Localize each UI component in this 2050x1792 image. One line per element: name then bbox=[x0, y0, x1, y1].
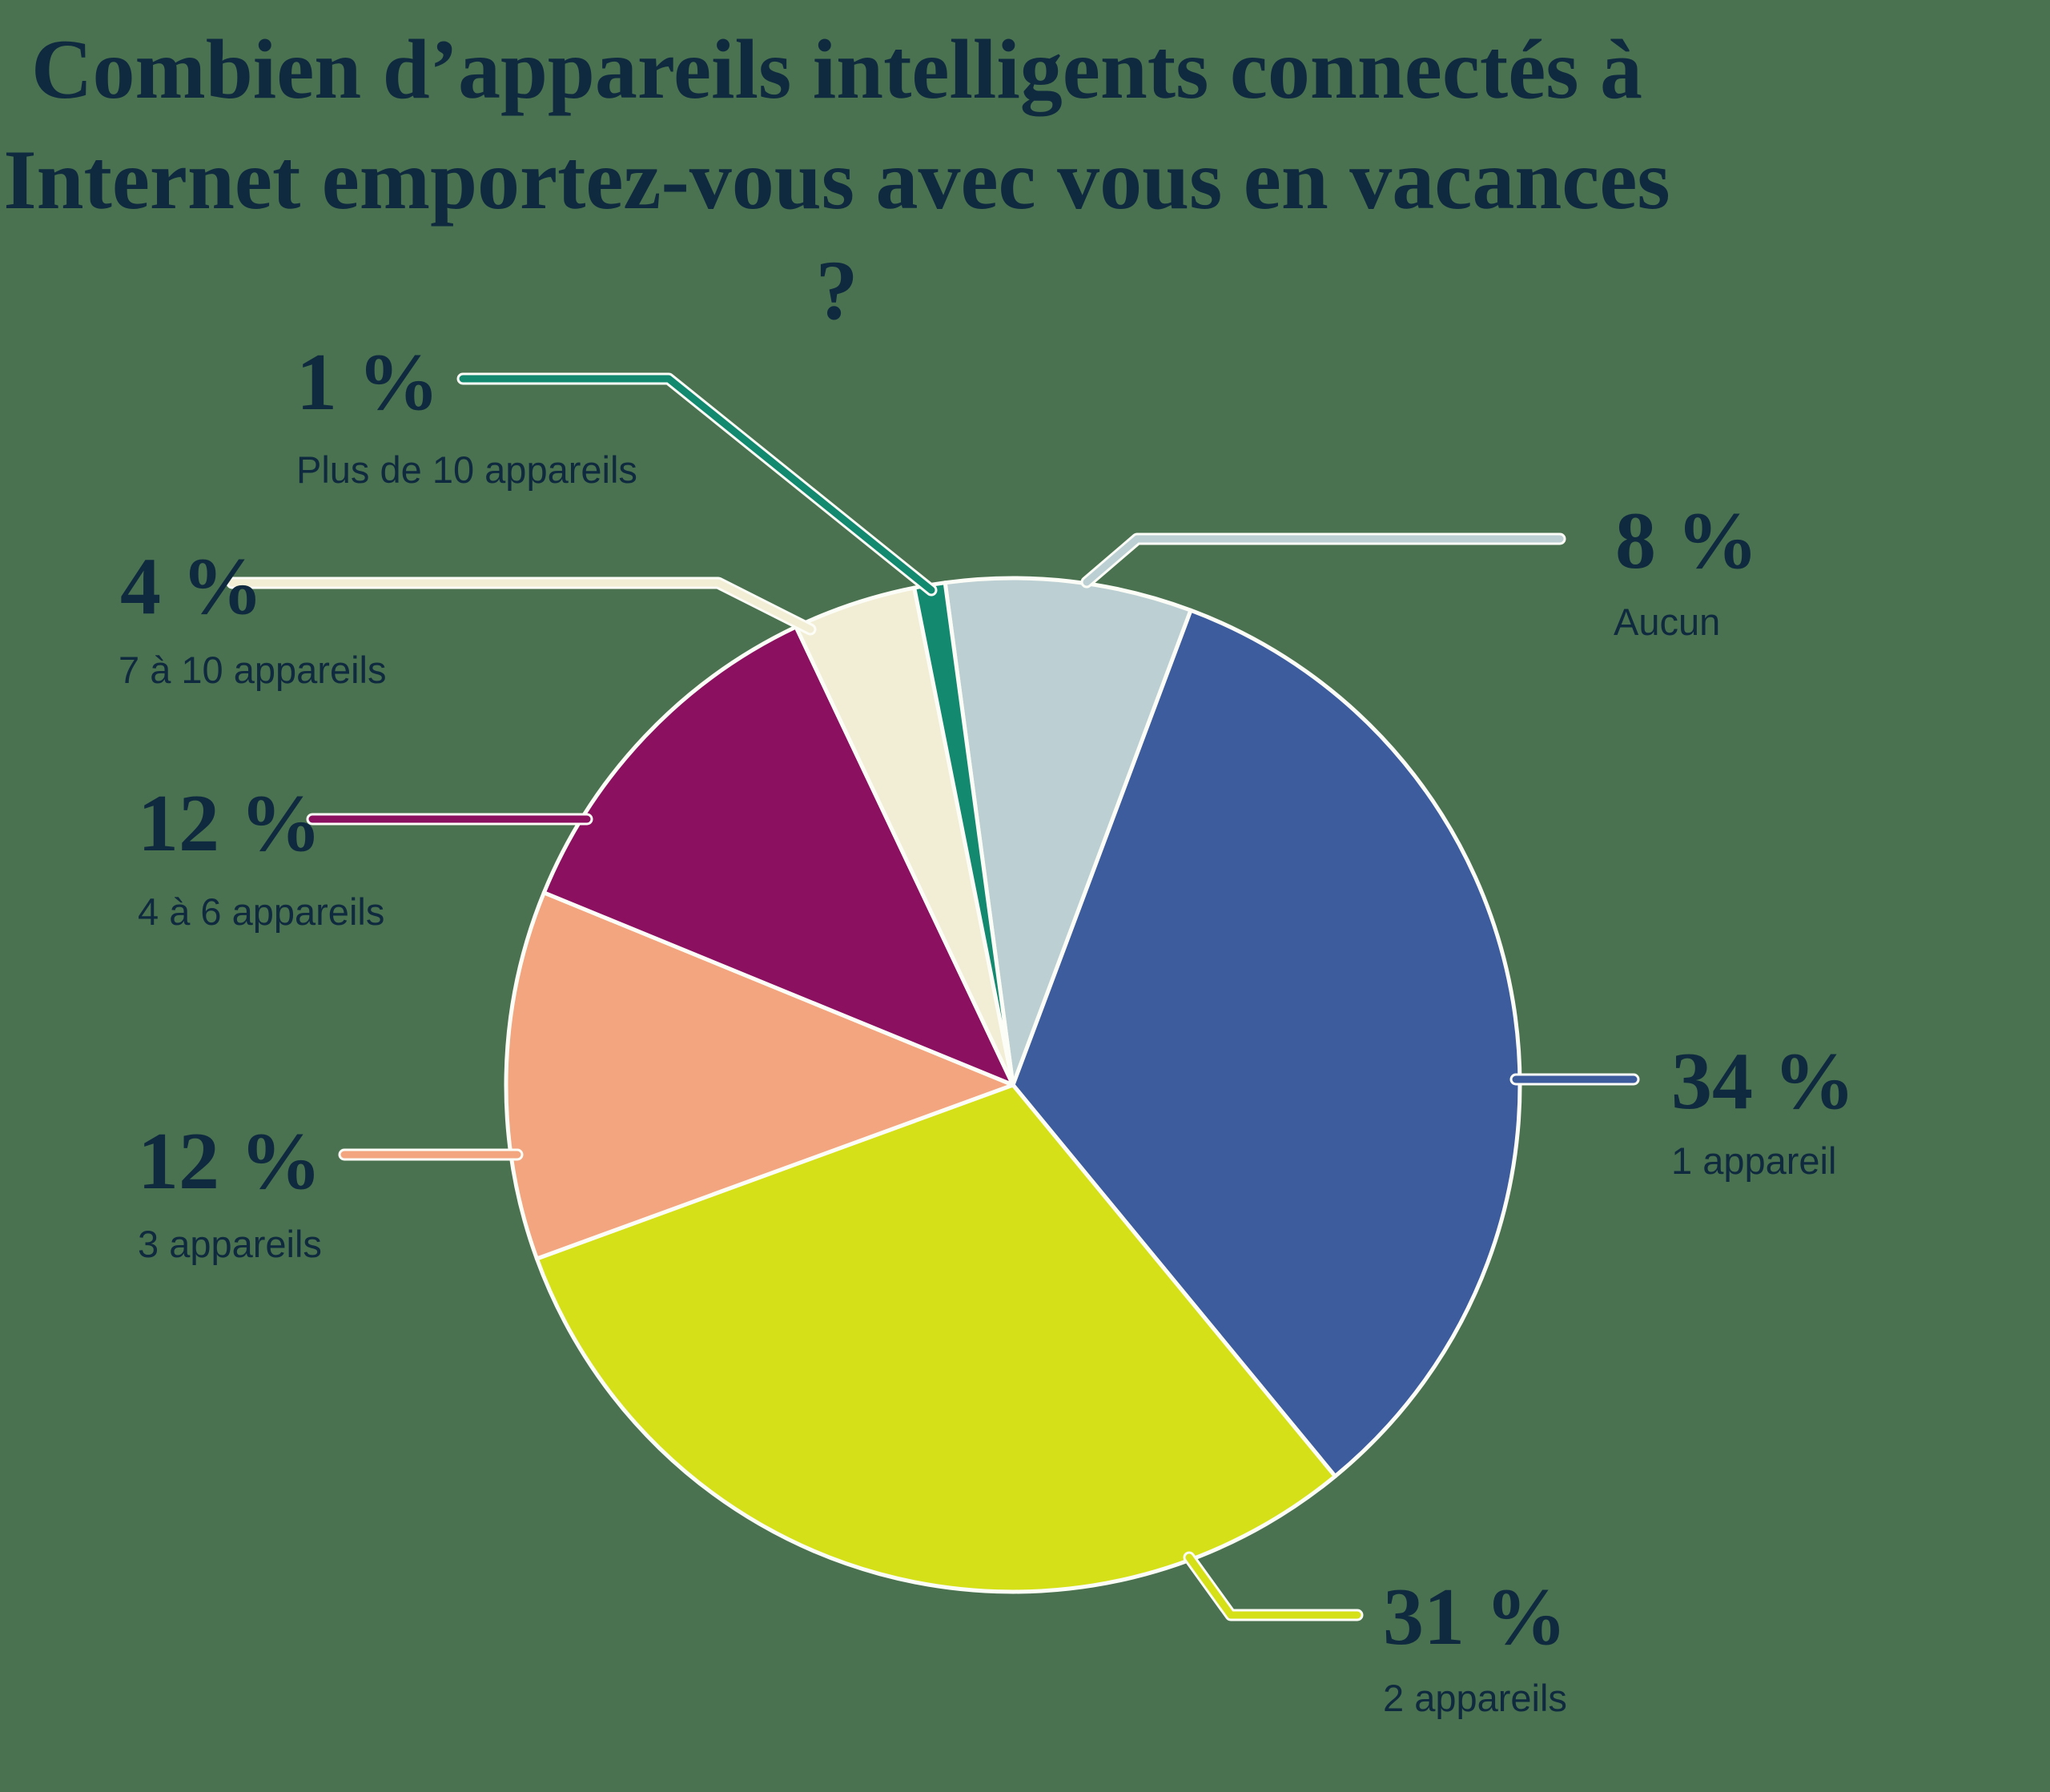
category-label-aucun: Aucun bbox=[1614, 601, 1720, 643]
value-label-aucun: 8 % bbox=[1615, 496, 1759, 586]
callout-labels: 8 % Aucun 34 % 1 appareil 31 % 2 apparei… bbox=[119, 337, 1855, 1719]
pie-slices bbox=[504, 576, 1522, 1594]
leader-line-2-appareils bbox=[1185, 1553, 1361, 1619]
category-label-2-appareils: 2 appareils bbox=[1383, 1677, 1567, 1719]
pie-slice-aucun bbox=[943, 576, 1193, 1087]
pie-slice-4-a-6-appareils bbox=[541, 625, 1015, 1087]
callout-aucun: 8 % Aucun bbox=[1614, 496, 1759, 643]
leader-line-aucun bbox=[1083, 535, 1564, 586]
value-label-3-appareils: 12 % bbox=[138, 1116, 322, 1207]
leader-lines bbox=[226, 372, 1640, 1621]
value-label-7-a-10-appareils: 4 % bbox=[120, 541, 263, 632]
leader-line-7-a-10-appareils-casing bbox=[226, 577, 817, 636]
pie-slice-3-appareils bbox=[504, 890, 1015, 1261]
callout-3-appareils: 12 % 3 appareils bbox=[138, 1116, 322, 1265]
callout-plus-de-10-appareils: 1 % Plus de 10 appareils bbox=[296, 337, 637, 491]
callout-4-a-6-appareils: 12 % 4 à 6 appareils bbox=[138, 778, 384, 933]
value-label-1-appareil: 34 % bbox=[1671, 1036, 1855, 1127]
callout-2-appareils: 31 % 2 appareils bbox=[1383, 1572, 1567, 1719]
pie-slice-2-appareils bbox=[534, 1083, 1337, 1594]
chart-title: Combien d’appareils intelligents connect… bbox=[3, 22, 1670, 337]
leader-line-7-a-10-appareils bbox=[228, 579, 814, 633]
value-label-2-appareils: 31 % bbox=[1383, 1572, 1567, 1662]
callout-1-appareil: 34 % 1 appareil bbox=[1671, 1036, 1855, 1182]
leader-line-aucun-casing bbox=[1080, 532, 1566, 589]
category-label-7-a-10-appareils: 7 à 10 appareils bbox=[119, 649, 386, 691]
category-label-1-appareil: 1 appareil bbox=[1671, 1139, 1836, 1182]
callout-7-a-10-appareils: 4 % 7 à 10 appareils bbox=[119, 541, 386, 691]
category-label-3-appareils: 3 appareils bbox=[138, 1223, 322, 1265]
value-label-plus-de-10-appareils: 1 % bbox=[296, 337, 440, 428]
category-label-plus-de-10-appareils: Plus de 10 appareils bbox=[296, 448, 637, 491]
pie-slice-1-appareil bbox=[1011, 608, 1522, 1479]
category-label-4-a-6-appareils: 4 à 6 appareils bbox=[138, 890, 384, 933]
value-label-4-a-6-appareils: 12 % bbox=[138, 778, 322, 869]
leader-line-plus-de-10-appareils bbox=[459, 375, 935, 594]
